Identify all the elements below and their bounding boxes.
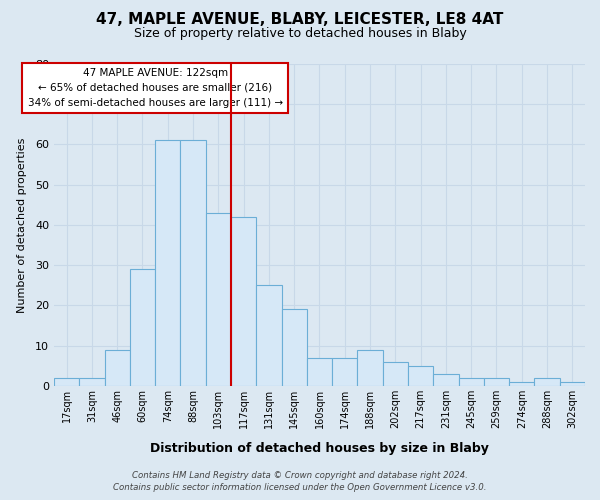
- Bar: [560, 382, 585, 386]
- Bar: [332, 358, 358, 386]
- X-axis label: Distribution of detached houses by size in Blaby: Distribution of detached houses by size …: [150, 442, 489, 455]
- Bar: [79, 378, 104, 386]
- Text: 47, MAPLE AVENUE, BLABY, LEICESTER, LE8 4AT: 47, MAPLE AVENUE, BLABY, LEICESTER, LE8 …: [97, 12, 503, 28]
- Bar: [408, 366, 433, 386]
- Bar: [130, 269, 155, 386]
- Bar: [458, 378, 484, 386]
- Bar: [231, 217, 256, 386]
- Bar: [256, 286, 281, 386]
- Bar: [484, 378, 509, 386]
- Bar: [54, 378, 79, 386]
- Bar: [104, 350, 130, 386]
- Y-axis label: Number of detached properties: Number of detached properties: [17, 138, 26, 312]
- Bar: [206, 213, 231, 386]
- Bar: [155, 140, 181, 386]
- Bar: [383, 362, 408, 386]
- Bar: [307, 358, 332, 386]
- Text: Size of property relative to detached houses in Blaby: Size of property relative to detached ho…: [134, 28, 466, 40]
- Bar: [358, 350, 383, 386]
- Bar: [181, 140, 206, 386]
- Bar: [433, 374, 458, 386]
- Text: Contains HM Land Registry data © Crown copyright and database right 2024.
Contai: Contains HM Land Registry data © Crown c…: [113, 471, 487, 492]
- Bar: [281, 310, 307, 386]
- Bar: [535, 378, 560, 386]
- Text: 47 MAPLE AVENUE: 122sqm
← 65% of detached houses are smaller (216)
34% of semi-d: 47 MAPLE AVENUE: 122sqm ← 65% of detache…: [28, 68, 283, 108]
- Bar: [509, 382, 535, 386]
